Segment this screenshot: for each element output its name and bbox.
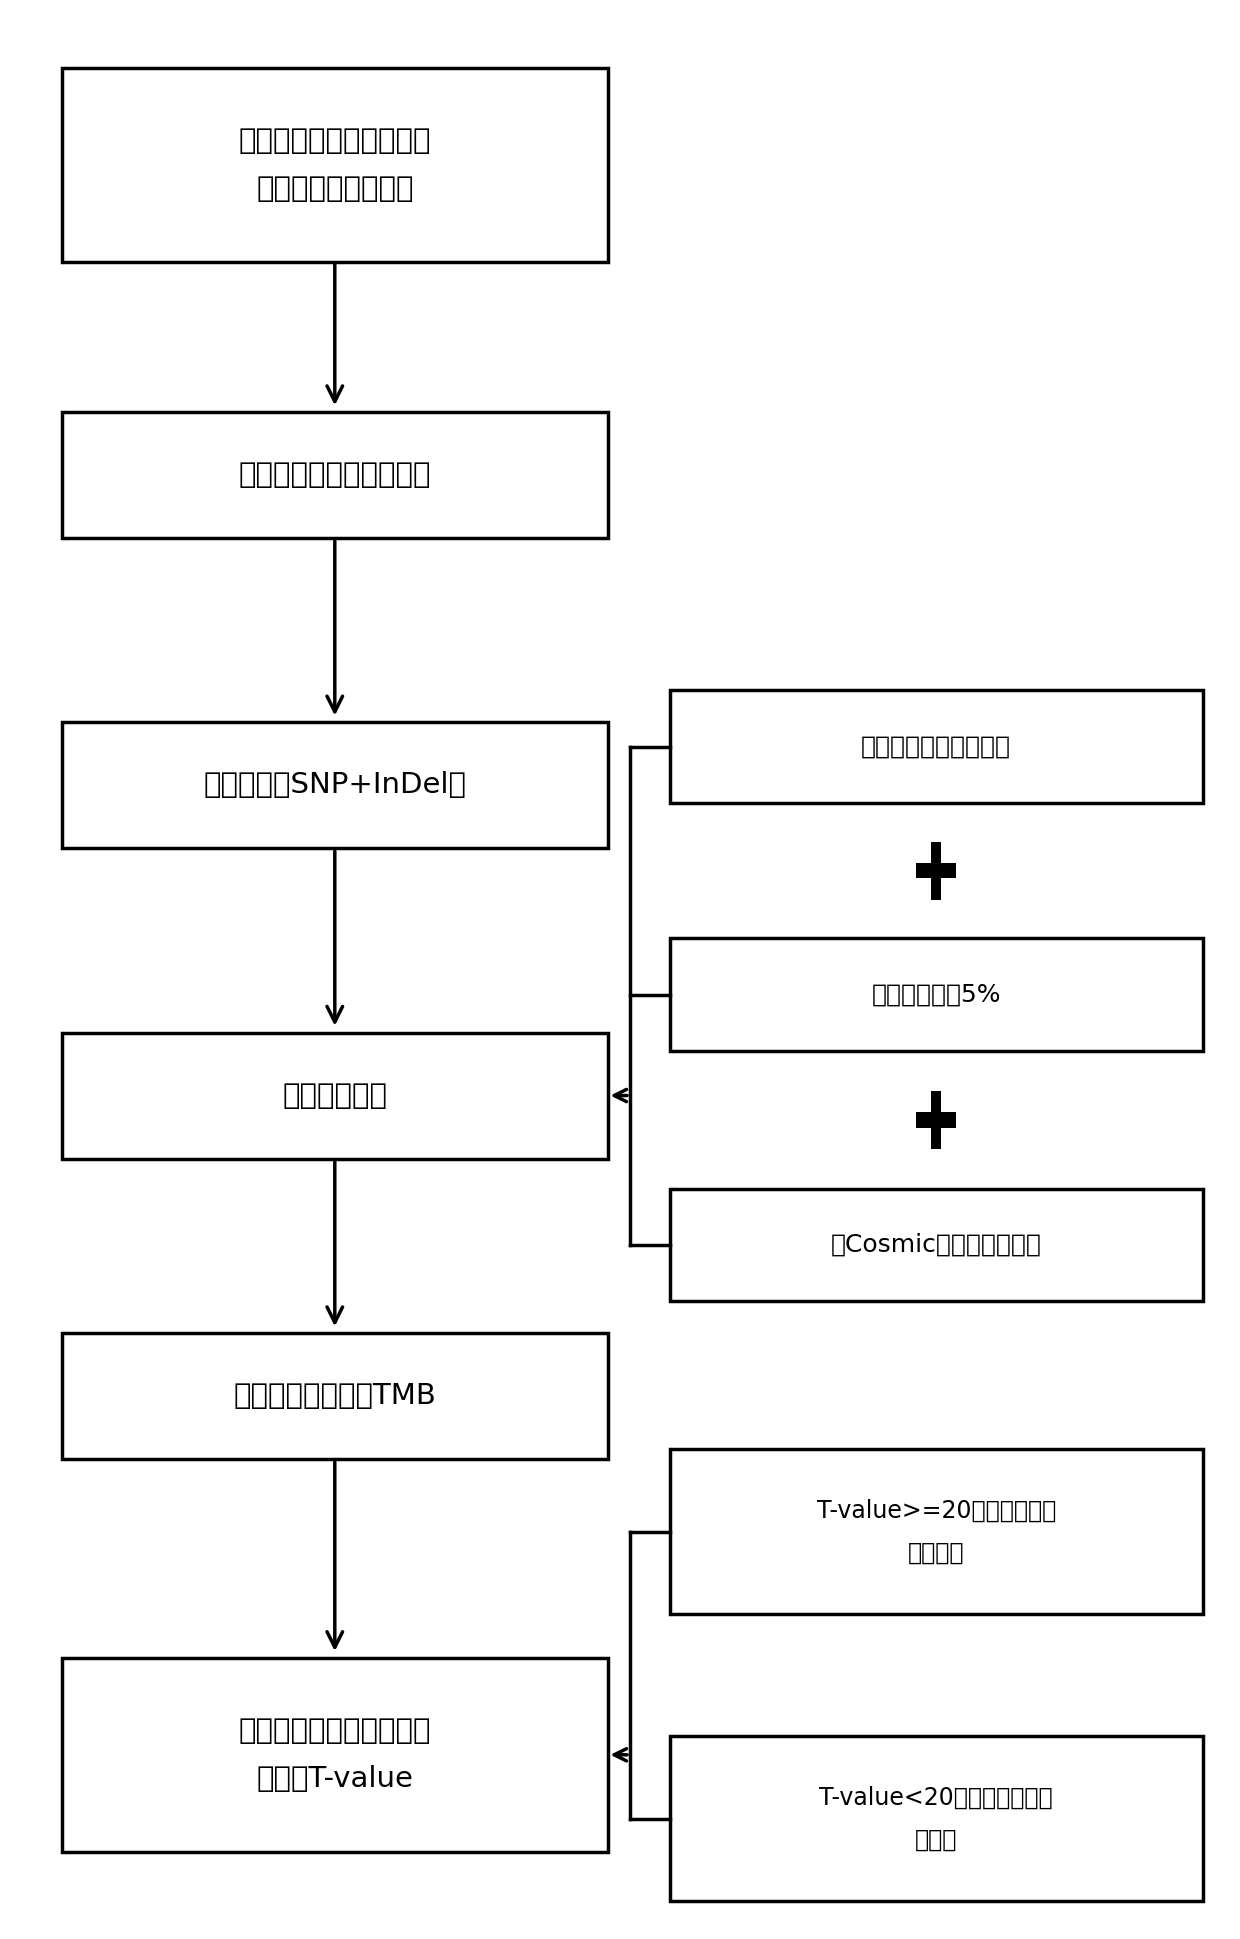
FancyBboxPatch shape [62,723,608,849]
Text: 突变负荷: 突变负荷 [908,1542,965,1565]
FancyBboxPatch shape [931,842,941,900]
Text: 过滤突变结果: 过滤突变结果 [283,1082,387,1109]
Text: 在Cosmic数据库中有记录: 在Cosmic数据库中有记录 [831,1233,1042,1256]
FancyBboxPatch shape [670,690,1203,803]
FancyBboxPatch shape [62,1032,608,1158]
FancyBboxPatch shape [670,1737,1203,1900]
Text: 变负荷: 变负荷 [915,1828,957,1852]
FancyBboxPatch shape [62,1334,608,1458]
FancyBboxPatch shape [62,1658,608,1852]
Text: 计算肿瘤突变负荷TMB: 计算肿瘤突变负荷TMB [233,1383,436,1410]
FancyBboxPatch shape [670,938,1203,1051]
FancyBboxPatch shape [62,411,608,537]
Text: 比对人类基因组参考序列: 比对人类基因组参考序列 [238,461,432,489]
FancyBboxPatch shape [62,68,608,262]
FancyBboxPatch shape [916,863,956,878]
Text: T-value<20判断为低肿瘤突: T-value<20判断为低肿瘤突 [820,1786,1053,1809]
FancyBboxPatch shape [670,1189,1203,1301]
Text: 计算判断肿瘤突变负荷的: 计算判断肿瘤突变负荷的 [238,1716,432,1745]
Text: 非同义突变及移码突变: 非同义突变及移码突变 [862,735,1011,758]
Text: 头序列及低质量序列: 头序列及低质量序列 [255,175,414,204]
Text: 检测突变（SNP+InDel）: 检测突变（SNP+InDel） [203,772,466,799]
Text: 二代测序数据去除测序接: 二代测序数据去除测序接 [238,126,432,155]
Text: 评判值T-value: 评判值T-value [257,1764,413,1794]
Text: T-value>=20判断为高肿瘤: T-value>=20判断为高肿瘤 [817,1499,1055,1522]
FancyBboxPatch shape [916,1113,956,1128]
Text: 频率大于等于5%: 频率大于等于5% [872,983,1001,1006]
FancyBboxPatch shape [931,1090,941,1148]
FancyBboxPatch shape [670,1450,1203,1613]
